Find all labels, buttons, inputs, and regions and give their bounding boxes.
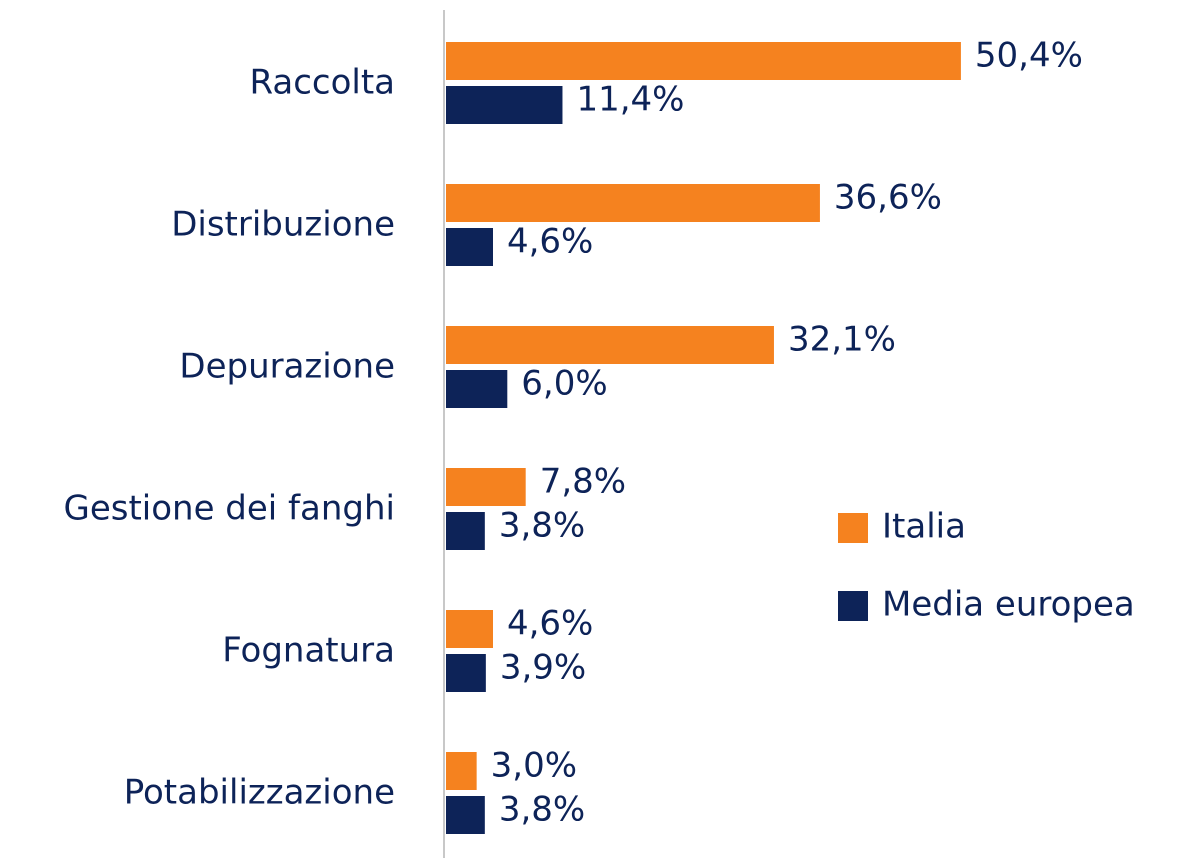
category-label: Raccolta [249,63,395,103]
value-label: 3,8% [499,506,585,546]
legend-swatch [838,591,868,621]
value-label: 11,4% [576,80,684,120]
value-label: 3,9% [500,648,586,688]
legend-label: Italia [882,507,966,547]
bar [446,796,485,834]
value-label: 4,6% [507,222,593,262]
value-label: 36,6% [834,178,942,218]
category-label: Depurazione [179,347,395,387]
value-label: 3,8% [499,790,585,830]
bar [446,752,477,790]
value-label: 6,0% [521,364,607,404]
value-label: 3,0% [491,746,577,786]
bar [446,654,486,692]
bar [446,512,485,550]
category-label: Gestione dei fanghi [63,489,395,529]
bar [446,610,493,648]
bar [446,228,493,266]
value-label: 7,8% [540,462,626,502]
value-label: 32,1% [788,320,896,360]
category-label: Fognatura [222,631,395,671]
value-label: 4,6% [507,604,593,644]
bar [446,468,526,506]
legend-swatch [838,513,868,543]
category-label: Potabilizzazione [124,773,395,813]
bar [446,370,508,408]
bar [446,326,774,364]
bar [446,86,563,124]
category-label: Distribuzione [171,205,395,245]
legend-label: Media europea [882,585,1135,625]
bar [446,42,961,80]
value-label: 50,4% [975,36,1083,76]
bar [446,184,820,222]
